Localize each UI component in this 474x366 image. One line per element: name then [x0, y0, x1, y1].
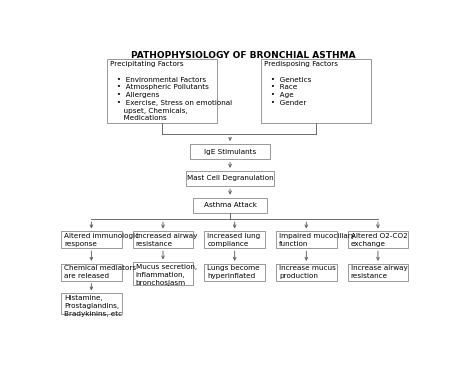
FancyBboxPatch shape: [347, 264, 408, 281]
FancyBboxPatch shape: [261, 59, 372, 123]
FancyBboxPatch shape: [61, 231, 122, 248]
Text: Chemical mediators
are released: Chemical mediators are released: [64, 265, 136, 279]
FancyBboxPatch shape: [133, 262, 193, 285]
FancyBboxPatch shape: [276, 264, 337, 281]
FancyBboxPatch shape: [61, 293, 122, 314]
Text: Precipitating Factors

   •  Environmental Factors
   •  Atmospheric Pollutants
: Precipitating Factors • Environmental Fa…: [110, 61, 232, 122]
FancyBboxPatch shape: [204, 264, 265, 281]
Text: Mucus secretion,
inflammation,
bronchosjasm: Mucus secretion, inflammation, bronchosj…: [136, 264, 197, 285]
FancyBboxPatch shape: [347, 231, 408, 248]
Text: Altered O2-CO2
exchange: Altered O2-CO2 exchange: [351, 233, 407, 247]
Text: Increased airway
resistance: Increased airway resistance: [136, 233, 197, 247]
FancyBboxPatch shape: [61, 264, 122, 281]
Text: Lungs become
hyperinflated: Lungs become hyperinflated: [207, 265, 260, 279]
Text: Predisposing Factors

   •  Genetics
   •  Race
   •  Age
   •  Gender: Predisposing Factors • Genetics • Race •…: [264, 61, 338, 106]
Text: Altered immunologic
response: Altered immunologic response: [64, 233, 139, 247]
Text: Increase mucus
production: Increase mucus production: [279, 265, 336, 279]
Text: Increased lung
compliance: Increased lung compliance: [207, 233, 261, 247]
Text: Increase airway
resistance: Increase airway resistance: [351, 265, 407, 279]
FancyBboxPatch shape: [107, 59, 217, 123]
FancyBboxPatch shape: [133, 231, 193, 248]
Text: Mast Cell Degranulation: Mast Cell Degranulation: [187, 175, 273, 182]
Text: Histamine,
Prostaglandins,
Bradykinins, etc: Histamine, Prostaglandins, Bradykinins, …: [64, 295, 122, 317]
FancyBboxPatch shape: [193, 198, 267, 213]
Text: IgE Stimulants: IgE Stimulants: [204, 149, 256, 155]
FancyBboxPatch shape: [190, 144, 271, 160]
Text: Asthma Attack: Asthma Attack: [203, 202, 256, 208]
FancyBboxPatch shape: [186, 171, 274, 186]
FancyBboxPatch shape: [276, 231, 337, 248]
Text: PATHOPHYSIOLOGY OF BRONCHIAL ASTHMA: PATHOPHYSIOLOGY OF BRONCHIAL ASTHMA: [131, 51, 355, 60]
FancyBboxPatch shape: [204, 231, 265, 248]
Text: Impaired mucociliary
function: Impaired mucociliary function: [279, 233, 355, 247]
